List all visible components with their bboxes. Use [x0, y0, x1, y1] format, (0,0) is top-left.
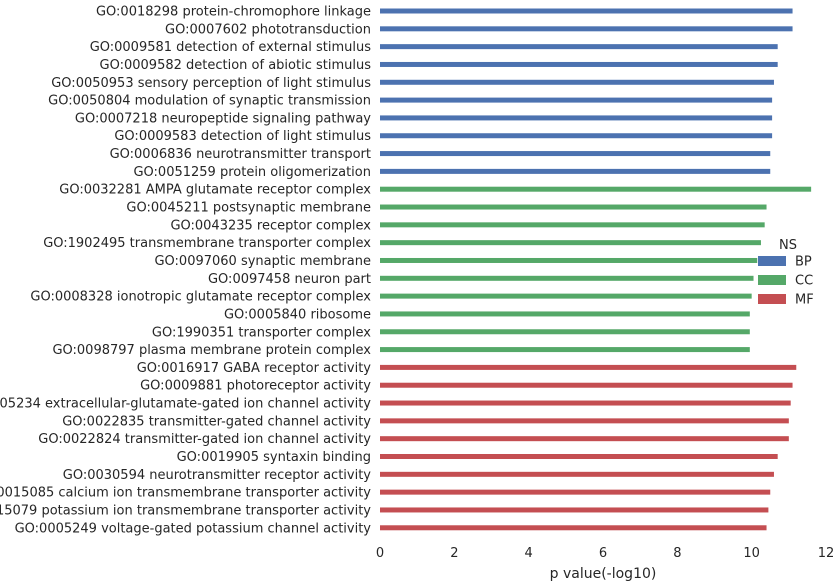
x-tick-label-4: 8: [673, 546, 681, 561]
category-label-13: GO:1902495 transmembrane transporter com…: [43, 236, 371, 251]
category-label-0: GO:0018298 protein-chromophore linkage: [96, 5, 371, 20]
bar-28: [380, 507, 769, 513]
category-label-29: GO:0005249 voltage-gated potassium chann…: [15, 521, 372, 536]
category-label-9: GO:0051259 protein oligomerization: [133, 165, 371, 180]
bar-0: [380, 8, 793, 14]
bar-25: [380, 454, 778, 459]
category-label-6: GO:0007218 neuropeptide signaling pathwa…: [75, 111, 371, 126]
bar-10: [380, 186, 812, 192]
bar-9: [380, 168, 771, 174]
bar-4: [380, 79, 774, 85]
bar-26: [380, 471, 774, 477]
category-label-15: GO:0097458 neuron part: [208, 272, 371, 287]
category-label-28: GO:0015079 potassium ion transmembrane t…: [0, 503, 371, 518]
legend: NS BP CC MF: [758, 238, 814, 308]
bar-19: [380, 347, 750, 353]
category-label-25: GO:0019905 syntaxin binding: [177, 450, 371, 465]
category-label-11: GO:0045211 postsynaptic membrane: [126, 201, 371, 216]
legend-label-mf: MF: [795, 293, 814, 308]
category-label-8: GO:0006836 neurotransmitter transport: [110, 147, 371, 162]
category-label-7: GO:0009583 detection of light stimulus: [114, 129, 371, 144]
bar-18: [380, 329, 750, 335]
x-axis: 0 2 4 6 8 10 12: [376, 546, 834, 561]
bar-13: [380, 240, 761, 246]
bars-layer: [380, 8, 812, 531]
bar-2: [380, 44, 778, 50]
category-label-24: GO:0022824 transmitter-gated ion channel…: [38, 432, 371, 447]
bar-1: [380, 26, 793, 32]
legend-swatch-cc: [758, 275, 786, 285]
category-label-10: GO:0032281 AMPA glutamate receptor compl…: [59, 183, 371, 198]
legend-swatch-bp: [758, 256, 786, 266]
bar-15: [380, 275, 754, 281]
category-label-17: GO:0005840 ribosome: [224, 307, 371, 322]
bar-6: [380, 115, 773, 121]
category-label-12: GO:0043235 receptor complex: [170, 218, 371, 233]
bar-20: [380, 364, 797, 370]
x-tick-label-0: 0: [376, 546, 384, 561]
bar-12: [380, 222, 765, 228]
bar-23: [380, 418, 789, 424]
x-tick-label-6: 12: [818, 546, 835, 561]
category-labels-layer: GO:0018298 protein-chromophore linkage GO…: [0, 5, 371, 537]
category-label-23: GO:0022835 transmitter-gated channel act…: [62, 414, 371, 429]
category-label-26: GO:0030594 neurotransmitter receptor act…: [63, 468, 372, 483]
legend-label-bp: BP: [795, 255, 812, 270]
x-tick-label-2: 4: [525, 546, 533, 561]
bar-5: [380, 97, 773, 103]
bar-17: [380, 311, 750, 317]
bar-27: [380, 489, 771, 495]
category-label-14: GO:0097060 synaptic membrane: [154, 254, 371, 269]
legend-label-cc: CC: [795, 274, 813, 289]
category-label-20: GO:0016917 GABA receptor activity: [137, 361, 372, 376]
legend-swatch-mf: [758, 294, 786, 304]
bar-11: [380, 204, 767, 210]
bar-16: [380, 293, 752, 299]
category-label-3: GO:0009582 detection of abiotic stimulus: [100, 58, 372, 73]
category-label-4: GO:0050953 sensory perception of light s…: [51, 76, 371, 91]
category-label-19: GO:0098797 plasma membrane protein compl…: [52, 343, 371, 358]
bar-14: [380, 257, 758, 263]
category-label-5: GO:0050804 modulation of synaptic transm…: [48, 94, 371, 109]
category-label-27: GO:0015085 calcium ion transmembrane tra…: [0, 486, 371, 501]
x-tick-label-3: 6: [599, 546, 607, 561]
category-label-18: GO:1990351 transporter complex: [152, 325, 371, 340]
bar-7: [380, 133, 773, 139]
bar-8: [380, 151, 771, 157]
category-label-16: GO:0008328 ionotropic glutamate receptor…: [30, 290, 371, 305]
bar-29: [380, 525, 767, 531]
bar-24: [380, 436, 789, 442]
category-label-1: GO:0007602 phototransduction: [165, 22, 371, 37]
bar-21: [380, 382, 793, 388]
category-label-21: GO:0009881 photoreceptor activity: [140, 379, 371, 394]
category-label-2: GO:0009581 detection of external stimulu…: [90, 40, 372, 55]
category-label-22: GO:0005234 extracellular-glutamate-gated…: [0, 397, 371, 412]
bar-22: [380, 400, 791, 406]
legend-title: NS: [779, 238, 797, 253]
bar-3: [380, 61, 778, 67]
x-tick-label-1: 2: [450, 546, 458, 561]
x-axis-title: p value(-log10): [550, 566, 657, 582]
x-tick-label-5: 10: [743, 546, 760, 561]
